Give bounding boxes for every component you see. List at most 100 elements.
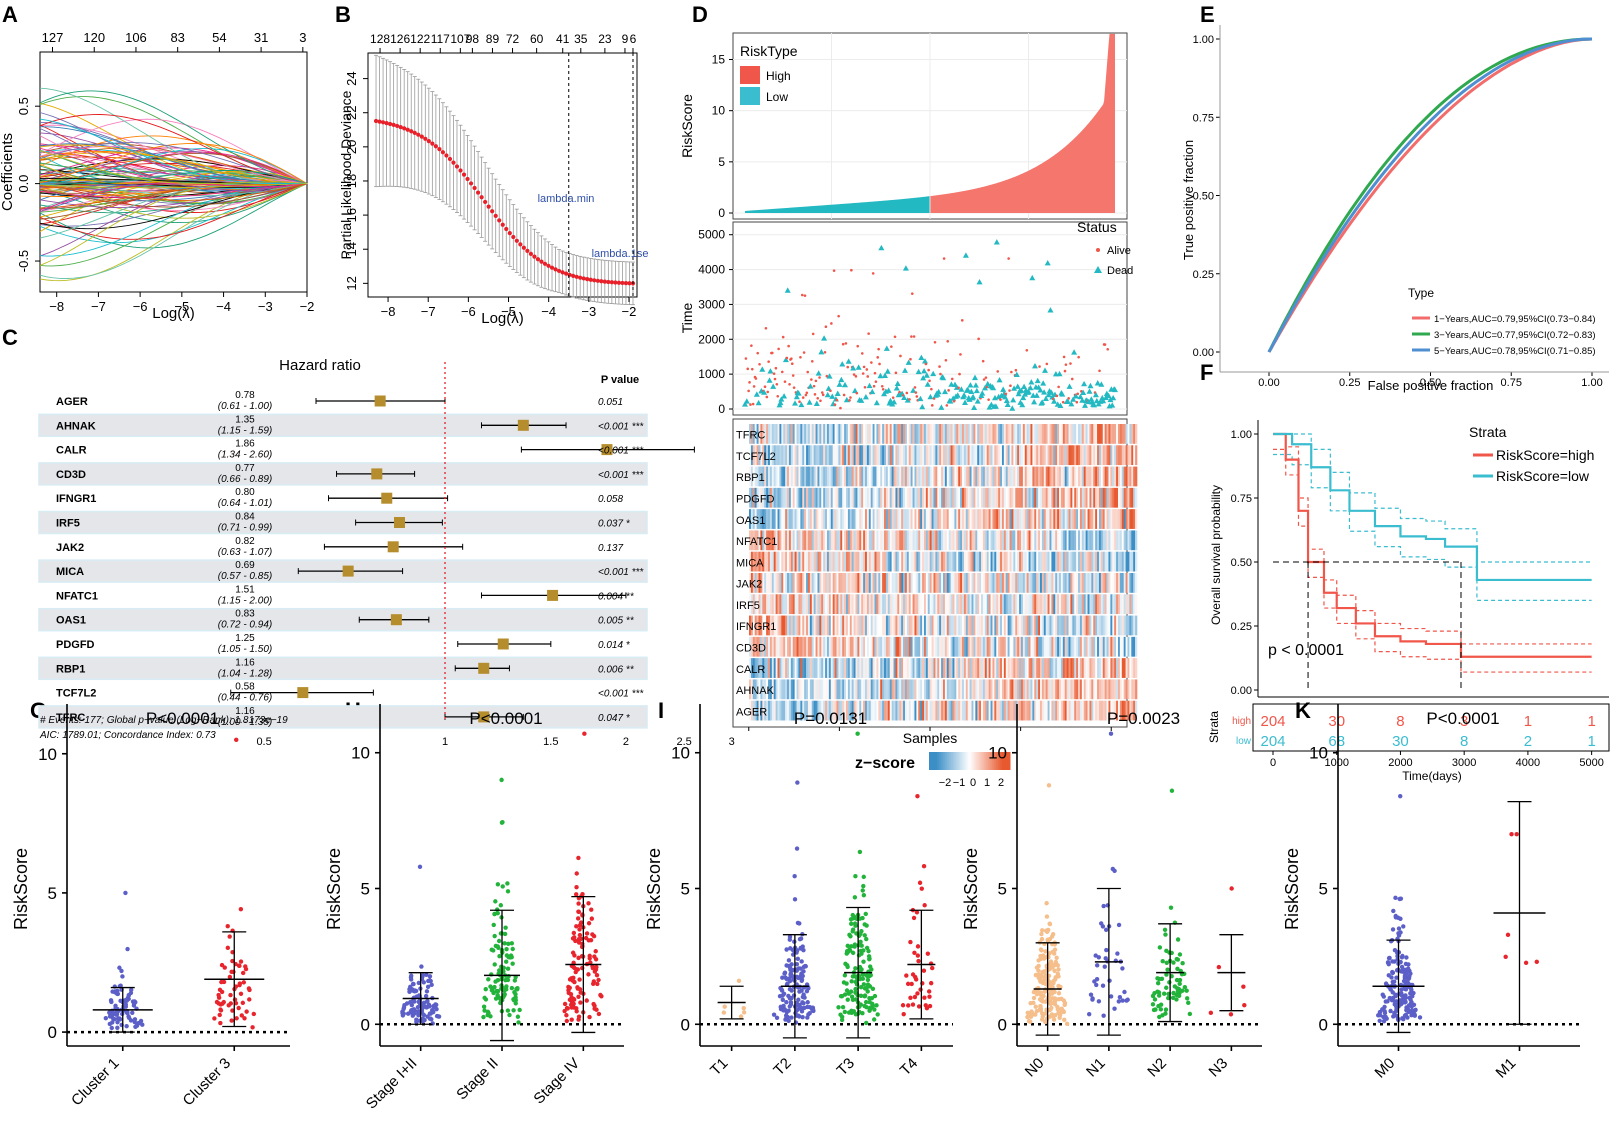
heatmap-cell <box>863 679 866 700</box>
heatmap-cell <box>792 551 795 572</box>
heatmap-cell <box>1070 509 1073 529</box>
heatmap-cell <box>979 658 982 678</box>
heatmap-cell <box>986 573 989 593</box>
heatmap-cell <box>1047 573 1050 593</box>
heatmap-cell <box>806 551 809 572</box>
alive-marker <box>773 377 777 381</box>
heatmap-cell <box>925 700 929 721</box>
heatmap-cell <box>1104 466 1107 487</box>
heatmap-cell <box>794 551 797 572</box>
heatmap-cell <box>1024 700 1027 721</box>
data-point <box>425 998 430 1004</box>
heatmap-cell <box>1098 636 1102 657</box>
alive-marker <box>810 360 814 363</box>
alive-marker <box>909 357 912 361</box>
heatmap-cell <box>889 551 892 572</box>
heatmap-cell <box>813 551 816 572</box>
heatmap-cell <box>882 424 885 444</box>
heatmap-cell <box>1015 424 1018 444</box>
heatmap-cell <box>998 679 1001 700</box>
heatmap-cell <box>1047 679 1050 700</box>
alive-marker <box>765 395 769 399</box>
heatmap-cell <box>1059 636 1062 657</box>
heatmap-cell <box>798 530 801 551</box>
heatmap-cell <box>954 700 957 721</box>
heatmap-cell <box>840 658 843 678</box>
heatmap-cell <box>920 466 923 487</box>
heatmap-cell <box>941 424 944 444</box>
heatmap-cell <box>1041 445 1045 466</box>
data-point <box>226 1003 231 1008</box>
heatmap-cell <box>764 551 767 572</box>
data-point <box>227 974 233 980</box>
heatmap-cell <box>916 594 919 615</box>
heatmap-cell <box>1053 700 1056 721</box>
heatmap-cell <box>1003 530 1007 551</box>
deviance-point <box>546 263 551 268</box>
heatmap-cell <box>750 551 754 572</box>
top-tick-label: 31 <box>254 30 268 45</box>
heatmap-cell <box>946 487 950 508</box>
heatmap-cell <box>1089 573 1092 593</box>
heatmap-cell <box>1112 636 1115 657</box>
dead-marker <box>982 384 988 391</box>
dead-marker <box>924 381 931 387</box>
legend-high-label: High <box>766 69 791 83</box>
heatmap-cell <box>1114 466 1117 487</box>
heatmap-cell <box>884 700 887 721</box>
heatmap-cell <box>842 466 845 487</box>
heatmap-cell <box>958 466 961 487</box>
heatmap-cell <box>1102 551 1105 572</box>
data-point <box>493 899 498 904</box>
heatmap-cell <box>943 551 946 572</box>
heatmap-cell <box>783 445 786 466</box>
heatmap-cell <box>777 487 780 508</box>
heatmap-cell <box>1041 679 1045 700</box>
heatmap-cell <box>834 530 837 551</box>
data-point <box>503 959 509 964</box>
data-point <box>571 964 576 970</box>
dead-marker <box>885 387 892 393</box>
heatmap-cell <box>768 615 771 636</box>
heatmap-cell <box>844 594 847 615</box>
heatmap-cell <box>1135 636 1138 657</box>
heatmap-cell <box>1036 679 1039 700</box>
heatmap-cell <box>750 509 754 529</box>
heatmap-cell <box>1024 679 1027 700</box>
heatmap-cell <box>1049 487 1052 508</box>
legend-label: 3−Years,AUC=0.77,95%CI(0.72−0.83) <box>1434 330 1596 341</box>
heatmap-cell <box>1059 551 1062 572</box>
heatmap-cell <box>954 445 957 466</box>
heatmap-cell <box>792 509 795 529</box>
group-label: Cluster 3 <box>180 1055 234 1109</box>
heatmap-cell <box>895 530 898 551</box>
heatmap-cell <box>988 573 991 593</box>
legend-low-swatch <box>740 87 760 105</box>
heatmap-cell <box>939 636 942 657</box>
heatmap-cell <box>855 679 858 700</box>
heatmap-cell <box>1123 594 1126 615</box>
alive-marker <box>1055 394 1059 398</box>
heatmap-cell <box>975 636 978 657</box>
heatmap-cell <box>990 551 993 572</box>
heatmap-cell <box>1003 636 1007 657</box>
heatmap-cell <box>1097 658 1100 678</box>
dead-marker <box>998 392 1005 399</box>
heatmap-cell <box>836 487 839 508</box>
heatmap-cell <box>800 551 803 572</box>
heatmap-cell <box>821 509 824 529</box>
row-stripe <box>38 607 648 632</box>
heatmap-cell <box>876 573 879 593</box>
data-point <box>514 986 519 992</box>
heatmap-cell <box>853 700 856 721</box>
data-point <box>741 1005 746 1011</box>
heatmap-cell <box>849 509 853 529</box>
heatmap-cell <box>960 679 963 700</box>
colorbar-segment <box>1005 752 1009 770</box>
heatmap-cell <box>956 594 959 615</box>
heatmap-cell <box>798 487 801 508</box>
p-value: <0.001 *** <box>598 421 644 432</box>
data-point <box>511 1008 516 1013</box>
heatmap-cell <box>1059 530 1062 551</box>
heatmap-cell <box>906 679 910 700</box>
